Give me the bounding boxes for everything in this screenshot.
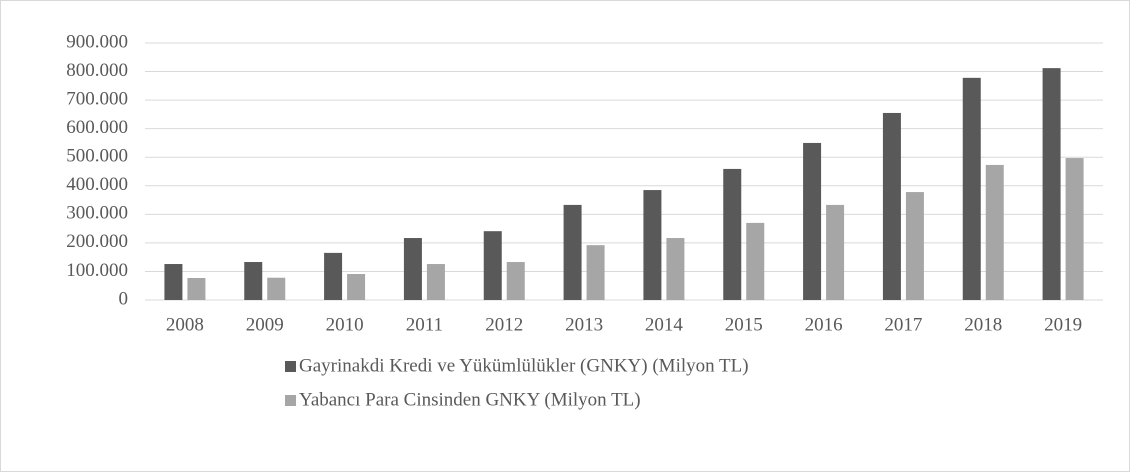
bar: [666, 238, 685, 300]
x-tick-label: 2009: [246, 314, 284, 335]
bar: [164, 264, 183, 300]
bar: [803, 142, 822, 300]
bar: [1042, 68, 1061, 300]
y-tick-label: 300.000: [66, 203, 128, 224]
legend-swatch: [285, 395, 296, 406]
bar: [985, 164, 1004, 300]
x-tick-label: 2010: [326, 314, 364, 335]
y-tick-label: 800.000: [66, 60, 128, 81]
x-tick-label: 2019: [1044, 314, 1082, 335]
y-tick-label: 0: [119, 288, 129, 309]
bar: [244, 262, 263, 300]
bar: [826, 204, 845, 300]
legend-label: Yabancı Para Cinsinden GNKY (Milyon TL): [299, 389, 641, 410]
y-tick-label: 200.000: [66, 231, 128, 252]
bar: [746, 222, 765, 300]
legend-swatch: [285, 361, 296, 372]
bar: [586, 245, 605, 300]
bar: [347, 274, 366, 300]
legend-label: Gayrinakdi Kredi ve Yükümlülükler (GNKY)…: [299, 355, 749, 376]
bar: [506, 262, 525, 300]
x-tick-label: 2017: [884, 314, 922, 335]
y-tick-label: 400.000: [66, 174, 128, 195]
bar: [187, 278, 206, 300]
bar: [882, 112, 901, 300]
y-tick-label: 900.000: [66, 31, 128, 52]
bar: [267, 277, 286, 300]
y-tick-label: 500.000: [66, 146, 128, 167]
bar: [962, 77, 981, 301]
x-tick-label: 2015: [725, 314, 763, 335]
bar: [563, 204, 582, 300]
bar: [426, 264, 445, 300]
x-tick-label: 2011: [406, 314, 443, 335]
x-tick-label: 2018: [964, 314, 1002, 335]
x-tick-label: 2008: [166, 314, 204, 335]
x-tick-label: 2016: [805, 314, 843, 335]
bar: [643, 190, 662, 300]
y-tick-label: 100.000: [66, 260, 128, 281]
x-tick-label: 2013: [565, 314, 603, 335]
x-tick-label: 2014: [645, 314, 684, 335]
bar: [324, 252, 343, 300]
bar: [723, 168, 742, 300]
x-tick-label: 2012: [485, 314, 523, 335]
bar: [1065, 158, 1084, 300]
y-tick-label: 700.000: [66, 88, 128, 109]
bar: [483, 231, 502, 300]
bar: [403, 238, 422, 300]
y-tick-label: 600.000: [66, 117, 128, 138]
bar: [905, 192, 924, 300]
